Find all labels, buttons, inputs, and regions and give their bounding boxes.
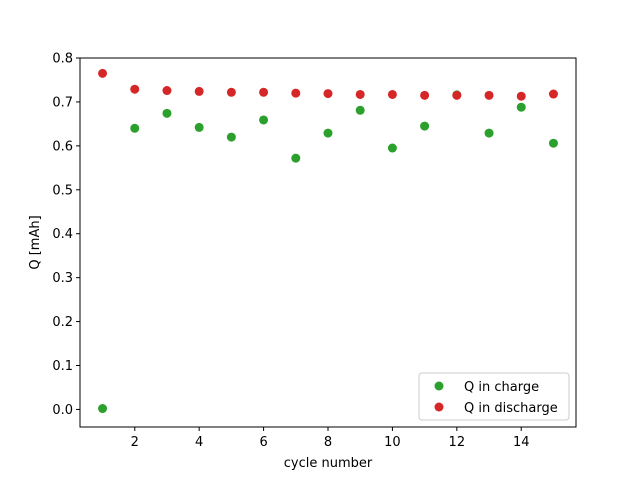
x-axis-ticks: 2 4 6 8 10 12 14 [131,427,530,450]
discharge-point [291,88,301,98]
legend-label-charge: Q in charge [464,380,539,395]
x-axis-label: cycle number [284,456,373,471]
legend-label-discharge: Q in discharge [464,401,558,416]
charge-point [226,132,236,142]
y-tick-label: 0.3 [52,271,73,286]
x-tick-label: 14 [513,435,530,450]
legend: Q in charge Q in discharge [418,372,570,421]
discharge-point [98,68,108,78]
charge-point [420,121,430,131]
y-tick-label: 0.5 [52,183,73,198]
charge-point [130,123,140,133]
y-tick-label: 0.0 [52,403,73,418]
discharge-point [548,89,558,99]
charge-point [387,143,397,153]
discharge-point [420,90,430,100]
charge-point [291,153,301,163]
charge-point [323,128,333,138]
legend-marker-discharge [434,402,444,412]
y-tick-label: 0.7 [52,95,73,110]
y-axis-ticks: 0.0 0.1 0.2 0.3 0.4 0.5 0.6 0.7 0.8 [52,52,80,418]
x-tick-label: 8 [324,435,332,450]
charge-point [259,115,269,125]
y-tick-label: 0.2 [52,315,73,330]
x-tick-label: 6 [259,435,267,450]
discharge-point [387,89,397,99]
y-tick-label: 0.4 [52,227,73,242]
x-tick-label: 4 [195,435,203,450]
x-tick-label: 2 [131,435,139,450]
x-tick-label: 12 [449,435,466,450]
y-tick-label: 0.8 [52,52,73,67]
charge-point [516,102,526,112]
discharge-point [484,90,494,100]
y-tick-label: 0.1 [52,359,73,374]
charge-point [98,404,108,414]
discharge-point [226,87,236,97]
discharge-point [323,89,333,99]
legend-frame [418,372,570,421]
discharge-point [516,91,526,101]
charge-point [355,105,365,115]
discharge-point [162,86,172,96]
data-points [98,68,558,414]
discharge-point [452,90,462,100]
charge-point [162,108,172,118]
y-tick-label: 0.6 [52,139,73,154]
discharge-point [194,86,204,96]
x-tick-label: 10 [384,435,401,450]
charge-point [548,138,558,148]
discharge-point [130,84,140,94]
y-axis-label: Q [mAh] [28,215,43,269]
charge-point [484,128,494,138]
discharge-point [355,89,365,99]
legend-marker-charge [434,381,444,391]
discharge-point [259,87,269,97]
charge-point [194,122,204,132]
